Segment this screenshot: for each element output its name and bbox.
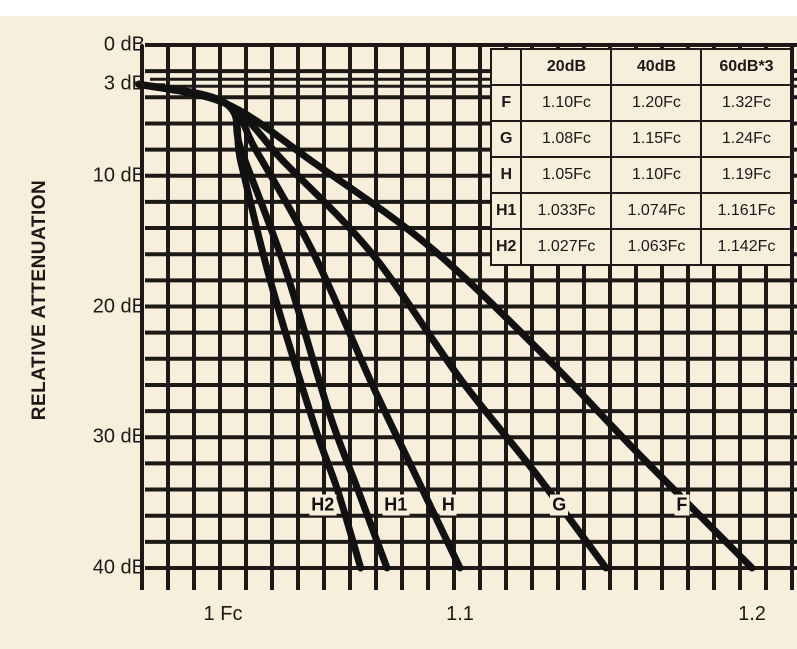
y-axis-label: RELATIVE ATTENUATION — [29, 179, 50, 421]
curve-label-h2: H2 — [309, 494, 337, 516]
table-cell: 1.063Fc — [610, 228, 703, 266]
top-margin — [0, 0, 797, 16]
table-cell: 1.20Fc — [610, 84, 703, 122]
frequency-ratio-table: 20dB 40dB 60dB*3 F 1.10Fc 1.20Fc 1.32Fc … — [489, 48, 793, 266]
table-row-label: G — [489, 120, 523, 158]
table-cell: 1.05Fc — [520, 156, 613, 194]
table-cell: 1.161Fc — [700, 192, 793, 230]
x-tick-label: 1.1 — [446, 603, 474, 625]
table-row: H2 1.027Fc 1.063Fc 1.142Fc — [489, 228, 793, 266]
table-row-label: H1 — [489, 192, 523, 230]
table-cell: 1.15Fc — [610, 120, 703, 158]
table-cell: 1.027Fc — [520, 228, 613, 266]
table-cell: 1.08Fc — [520, 120, 613, 158]
y-tick-label: 10 dB — [92, 164, 145, 187]
table-header-60db: 60dB*3 — [700, 48, 793, 86]
table-cell: 1.074Fc — [610, 192, 703, 230]
table-cell: 1.19Fc — [700, 156, 793, 194]
table-cell: 1.10Fc — [610, 156, 703, 194]
table-row-label: H — [489, 156, 523, 194]
y-tick-label: 3 dB — [103, 72, 145, 95]
x-tick-label: 1.2 — [738, 603, 766, 625]
curve-label-g: G — [550, 494, 569, 516]
table-header-40db: 40dB — [610, 48, 703, 86]
table-header-20db: 20dB — [520, 48, 613, 86]
table-cell: 1.142Fc — [700, 228, 793, 266]
table-cell: 1.32Fc — [700, 84, 793, 122]
y-tick-label: 0 dB — [103, 33, 145, 56]
table-corner-cell — [489, 48, 523, 86]
table-row: G 1.08Fc 1.15Fc 1.24Fc — [489, 120, 793, 158]
table-row-label: H2 — [489, 228, 523, 266]
y-tick-label: 20 dB — [92, 295, 145, 317]
curve-label-f: F — [674, 494, 690, 516]
y-tick-label: 30 dB — [92, 425, 145, 448]
y-tick-label: 40 dB — [92, 556, 145, 579]
table-cell: 1.033Fc — [520, 192, 613, 230]
curve-h2 — [135, 80, 365, 572]
x-tick-label: 1 Fc — [203, 603, 243, 625]
chart-curves — [135, 80, 756, 572]
table-row: F 1.10Fc 1.20Fc 1.32Fc — [489, 84, 793, 122]
table-row-label: F — [489, 84, 523, 122]
table-cell: 1.10Fc — [520, 84, 613, 122]
table-row: H1 1.033Fc 1.074Fc 1.161Fc — [489, 192, 793, 230]
table-cell: 1.24Fc — [700, 120, 793, 158]
table-header-row: 20dB 40dB 60dB*3 — [489, 48, 793, 86]
table-row: H 1.05Fc 1.10Fc 1.19Fc — [489, 156, 793, 194]
curve-label-h1: H1 — [382, 494, 410, 516]
curve-label-h: H — [439, 494, 457, 516]
